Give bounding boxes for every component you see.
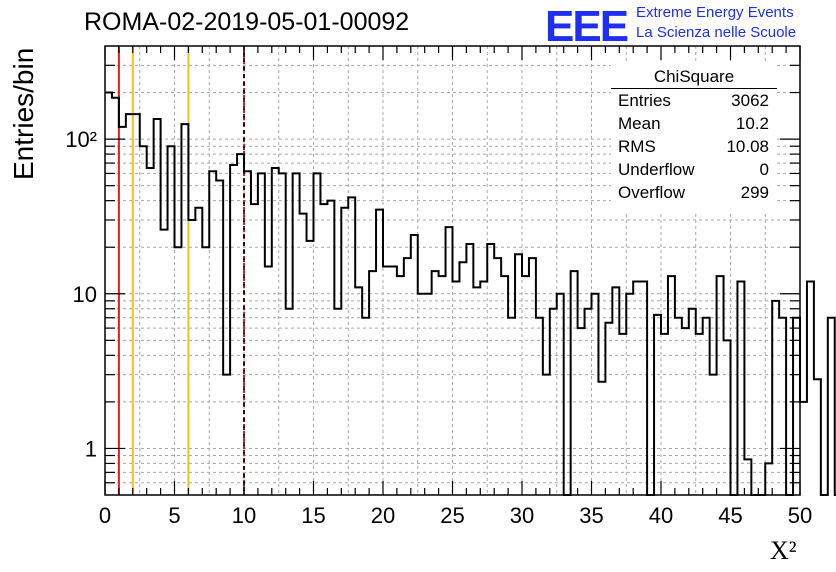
x-tick-label: 10 bbox=[232, 503, 256, 528]
x-tick-label: 20 bbox=[371, 503, 395, 528]
x-axis-label: X² bbox=[770, 536, 797, 565]
histogram-path bbox=[105, 91, 836, 496]
stats-value: 299 bbox=[740, 183, 769, 202]
stats-row: Mean 10.2 bbox=[611, 112, 777, 135]
x-tick-label: 50 bbox=[788, 503, 812, 528]
stats-label: Mean bbox=[618, 114, 661, 133]
axis-ticks bbox=[104, 46, 801, 495]
stats-value: 10.08 bbox=[726, 137, 769, 156]
stats-label: Underflow bbox=[618, 160, 695, 179]
logo-subtitle-2: La Scienza nelle Scuole bbox=[636, 24, 797, 41]
stats-value: 3062 bbox=[731, 91, 769, 110]
stats-row: RMS 10.08 bbox=[611, 135, 777, 158]
x-tick-label: 40 bbox=[649, 503, 673, 528]
stats-label: Overflow bbox=[618, 183, 686, 202]
stats-title: ChiSquare bbox=[611, 64, 777, 89]
y-tick-label: 1 bbox=[85, 436, 97, 461]
grid-lines bbox=[105, 46, 800, 495]
stats-row: Underflow 0 bbox=[611, 158, 777, 181]
y-tick-label: 10² bbox=[65, 127, 97, 152]
x-tick-label: 45 bbox=[718, 503, 742, 528]
x-tick-label: 35 bbox=[579, 503, 603, 528]
stats-box: ChiSquare Entries 3062 Mean 10.2 RMS 10.08 … bbox=[611, 64, 777, 212]
logo-subtitle-1: Extreme Energy Events bbox=[636, 4, 794, 21]
stats-value: 0 bbox=[759, 160, 769, 179]
y-tick-label: 10 bbox=[73, 282, 97, 307]
y-axis-label: Entries/bin bbox=[8, 47, 39, 180]
plot-title: ROMA-02-2019-05-01-00092 bbox=[84, 8, 410, 36]
x-tick-label: 15 bbox=[301, 503, 325, 528]
x-tick-label: 0 bbox=[99, 503, 111, 528]
x-tick-label: 25 bbox=[440, 503, 464, 528]
stats-label: RMS bbox=[618, 137, 656, 156]
stats-value: 10.2 bbox=[735, 114, 769, 133]
stats-label: Entries bbox=[618, 91, 671, 110]
stats-row: Overflow 299 bbox=[611, 181, 777, 204]
x-tick-label: 30 bbox=[510, 503, 534, 528]
x-tick-label: 5 bbox=[168, 503, 180, 528]
eee-logo: EEE bbox=[545, 2, 629, 51]
stats-row: Entries 3062 bbox=[611, 89, 777, 112]
tick-labels: 0 5 10 15 20 25 30 35 40 45 50 1 10 10² bbox=[65, 127, 812, 528]
